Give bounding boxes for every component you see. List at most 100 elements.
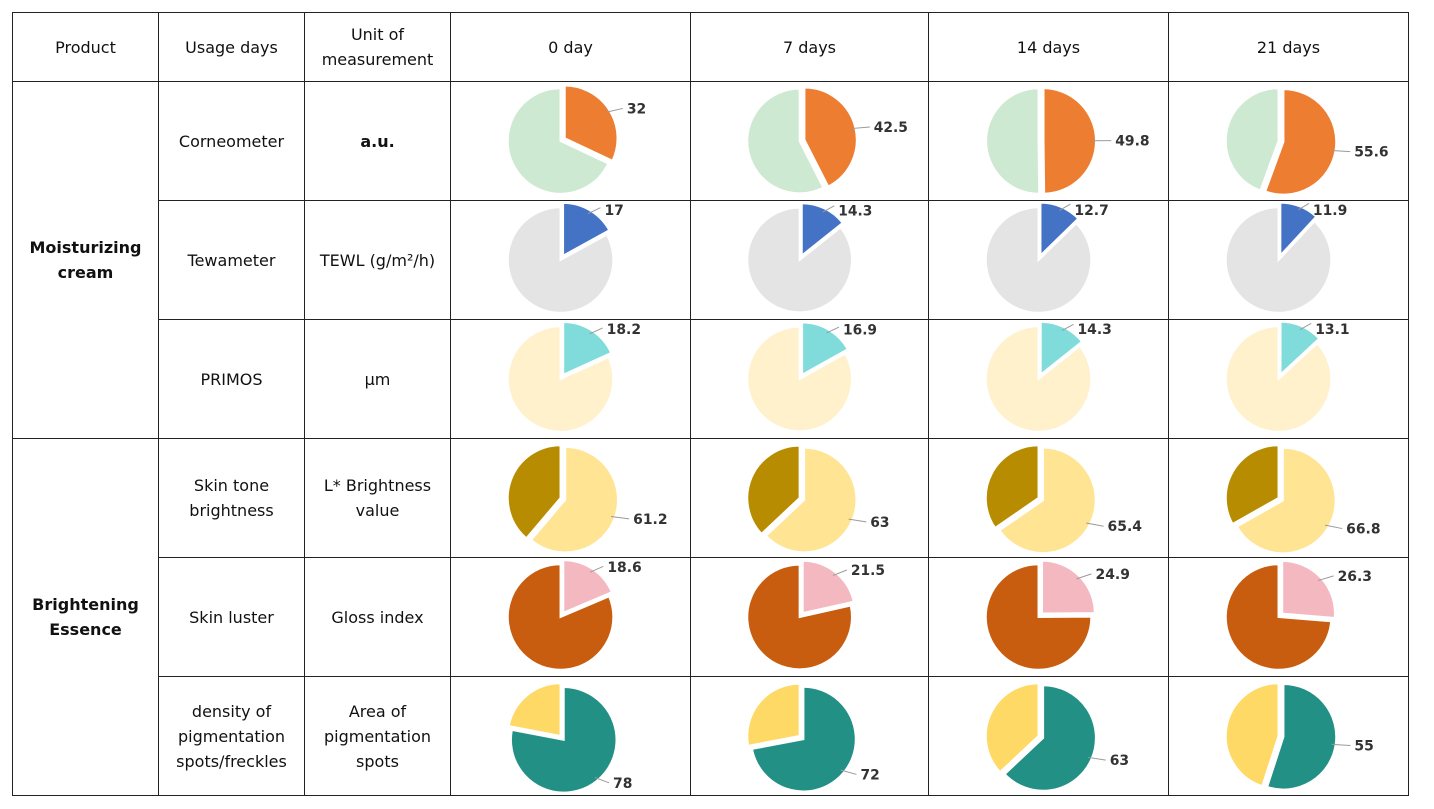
pie-leader-line	[1061, 323, 1074, 332]
pie-cell-density-of-pigmentation-spots-freckles-2: 63	[928, 676, 1169, 796]
pie-slice-remainder	[746, 563, 853, 671]
metric-cell-corneometer: Corneometer	[158, 81, 305, 201]
pie-value-label: 49.8	[1115, 134, 1149, 150]
pie-cell-skin-tone-brightness-3: 66.8	[1168, 438, 1409, 558]
pie-slice-remainder	[984, 325, 1093, 433]
pie-slice-value	[1042, 87, 1097, 195]
metric-cell-density-of-pigmentation-spots-freckles: density of pigmentation spots/freckles	[158, 676, 305, 796]
table-row: Moisturizing cream Corneometer a.u. 32 42.5 4…	[12, 81, 1409, 439]
pie-cell-skin-luster-1: 21.5	[690, 557, 929, 677]
pie-slice-value	[1281, 559, 1336, 620]
pie-value-label: 72	[860, 767, 879, 783]
pie-leader-line	[605, 107, 623, 113]
pie-value-label: 65.4	[1108, 519, 1143, 535]
pie-leader-line	[1317, 575, 1334, 582]
pie-leader-line	[1299, 322, 1312, 331]
pie-value-label: 18.2	[607, 322, 641, 338]
pie-slice-value	[1235, 446, 1337, 555]
pie-slice-value	[764, 446, 858, 554]
pie-leader-line	[587, 207, 601, 215]
pie-cell-corneometer-1: 42.5	[690, 81, 929, 201]
pie-slice-remainder	[1224, 206, 1333, 314]
pie-slice-value	[529, 445, 619, 554]
pie-leader-line	[590, 565, 604, 573]
pie-cell-skin-tone-brightness-1: 63	[690, 438, 929, 558]
pie-value-label: 21.5	[851, 563, 885, 579]
pie-slice-remainder	[506, 563, 615, 671]
pie-slice-remainder	[506, 206, 615, 314]
pie-cell-primos-0: 18.2	[450, 319, 691, 439]
pie-value-label: 55.6	[1354, 145, 1388, 161]
pie-chart: 42.5	[746, 86, 908, 195]
pie-cell-primos-1: 16.9	[690, 319, 929, 439]
pie-chart: 12.7	[984, 201, 1109, 314]
pie-slice-value	[1003, 684, 1097, 792]
pie-cell-corneometer-3: 55.6	[1168, 81, 1409, 201]
pie-cell-density-of-pigmentation-spots-freckles-3: 55	[1168, 676, 1409, 796]
pie-leader-line	[1059, 203, 1071, 211]
pie-slice-remainder	[746, 682, 801, 747]
table-row: Brightening Essence Skin tone brightness L…	[12, 438, 1409, 796]
header-day-21: 21 days	[1168, 12, 1409, 82]
pie-leader-line	[1324, 524, 1343, 530]
pie-slice-remainder	[1224, 325, 1333, 433]
pie-leader-line	[594, 776, 610, 784]
pie-slice-value	[800, 202, 845, 258]
pie-cell-corneometer-2: 49.8	[928, 81, 1169, 201]
pie-chart: 32	[506, 84, 646, 195]
pie-value-label: 61.2	[633, 512, 667, 528]
unit-cell-tewl-g-m-h: TEWL (g/m²/h)	[304, 200, 451, 320]
table-row: density of pigmentation spots/freckles Ar…	[13, 676, 1409, 796]
pie-value-label: 11.9	[1313, 203, 1347, 219]
pie-chart: 14.3	[746, 202, 872, 314]
pie-slice-remainder	[984, 444, 1040, 530]
pie-slice-value	[563, 84, 619, 163]
header-unit: Unit of measurement	[304, 12, 451, 82]
pie-slice-remainder	[985, 87, 1041, 195]
pie-cell-skin-luster-0: 18.6	[450, 557, 691, 677]
pie-cell-corneometer-0: 32	[450, 81, 691, 201]
pie-slice-remainder	[746, 206, 853, 314]
pie-cell-primos-2: 14.3	[928, 319, 1169, 439]
pie-value-label: 24.9	[1096, 567, 1130, 583]
pie-chart: 65.4	[984, 444, 1143, 555]
pie-leader-line	[1076, 573, 1092, 580]
pie-chart: 55	[1224, 682, 1374, 791]
pie-leader-line	[589, 327, 603, 335]
pie-leader-line	[610, 516, 630, 520]
pie-chart: 72	[746, 682, 880, 793]
pie-chart: 49.8	[985, 87, 1150, 195]
header-day-0: 0 day	[450, 12, 691, 82]
unit-cell-area-of-pigmentation-spots: Area of pigmentation spots	[304, 676, 451, 796]
pie-cell-skin-tone-brightness-0: 61.2	[450, 438, 691, 558]
pie-value-label: 55	[1354, 738, 1373, 754]
pie-value-label: 16.9	[843, 323, 877, 339]
pie-chart: 18.6	[506, 559, 642, 671]
unit-cell-l-brightness-value: L* Brightness value	[304, 438, 451, 558]
pie-slice-remainder	[984, 682, 1040, 774]
pie-cell-density-of-pigmentation-spots-freckles-0: 78	[450, 676, 691, 796]
pie-leader-line	[832, 569, 848, 576]
pie-chart: 16.9	[746, 321, 877, 433]
pie-chart: 13.1	[1224, 320, 1350, 433]
pie-value-label: 18.6	[607, 560, 641, 576]
pie-value-label: 78	[613, 776, 632, 792]
pie-slice-remainder	[746, 325, 853, 433]
pie-slice-value	[562, 201, 611, 258]
pie-chart: 55.6	[1224, 87, 1389, 196]
header-day-7: 7 days	[690, 12, 929, 82]
pie-chart: 78	[507, 682, 632, 794]
pie-chart: 26.3	[1224, 559, 1372, 671]
pie-slice-remainder	[1224, 682, 1280, 788]
pie-leader-line	[851, 126, 870, 130]
pie-cell-skin-luster-2: 24.9	[928, 557, 1169, 677]
table-row: Tewameter TEWL (g/m²/h) 17 14.3 12.7 11.9	[13, 200, 1409, 320]
header-usage-days: Usage days	[158, 12, 305, 82]
table-row: Skin luster Gloss index 18.6 21.5 24.9 26.3	[13, 557, 1409, 677]
pie-value-label: 12.7	[1074, 203, 1108, 219]
pie-cell-tewameter-3: 11.9	[1168, 200, 1409, 320]
pie-cell-skin-tone-brightness-2: 65.4	[928, 438, 1169, 558]
pie-chart: 21.5	[746, 559, 885, 671]
pie-chart: 24.9	[984, 559, 1130, 671]
pie-leader-line	[1331, 149, 1351, 153]
